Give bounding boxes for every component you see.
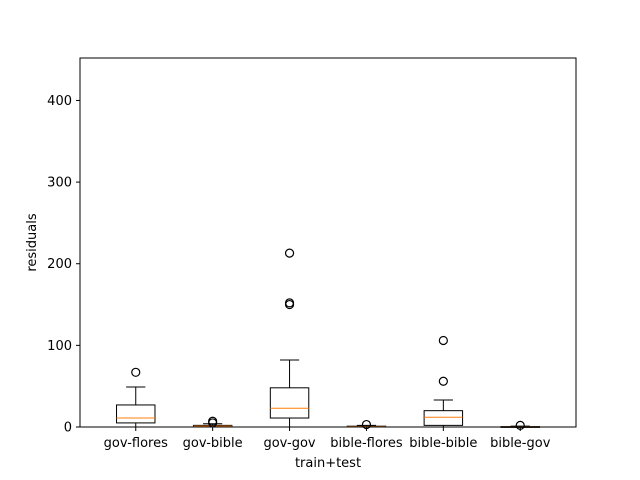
x-tick-label: gov-flores <box>104 436 168 451</box>
x-tick-label: bible-bible <box>409 436 477 451</box>
y-tick-label: 0 <box>64 421 72 436</box>
iqr-box <box>269 387 310 419</box>
outlier-point <box>208 416 218 426</box>
outlier-point <box>284 298 295 308</box>
y-tick-label: 100 <box>47 339 72 354</box>
plot-background <box>80 58 576 427</box>
y-tick-label: 300 <box>47 176 72 191</box>
x-tick-label: bible-flores <box>330 436 403 451</box>
outlier-point <box>284 248 295 258</box>
x-tick-label: bible-gov <box>490 436 551 451</box>
plot-frame <box>79 57 577 428</box>
x-tick-label: gov-gov <box>263 436 315 451</box>
outlier-point <box>438 335 448 346</box>
outlier-point <box>438 376 448 386</box>
y-tick-label: 400 <box>47 94 72 109</box>
y-axis-label: residuals <box>25 213 40 272</box>
x-axis: gov-flores gov-bible gov-gov bible-flores bi… <box>104 427 551 451</box>
x-axis-label: train+test <box>295 456 361 471</box>
iqr-box <box>423 410 464 426</box>
iqr-box <box>116 404 156 424</box>
y-axis: 0 100 200 300 400 <box>47 94 80 436</box>
y-tick-label: 200 <box>47 257 72 272</box>
outlier-point <box>131 367 141 377</box>
box-bible-bible <box>423 335 464 428</box>
x-tick-label: gov-bible <box>183 436 243 451</box>
